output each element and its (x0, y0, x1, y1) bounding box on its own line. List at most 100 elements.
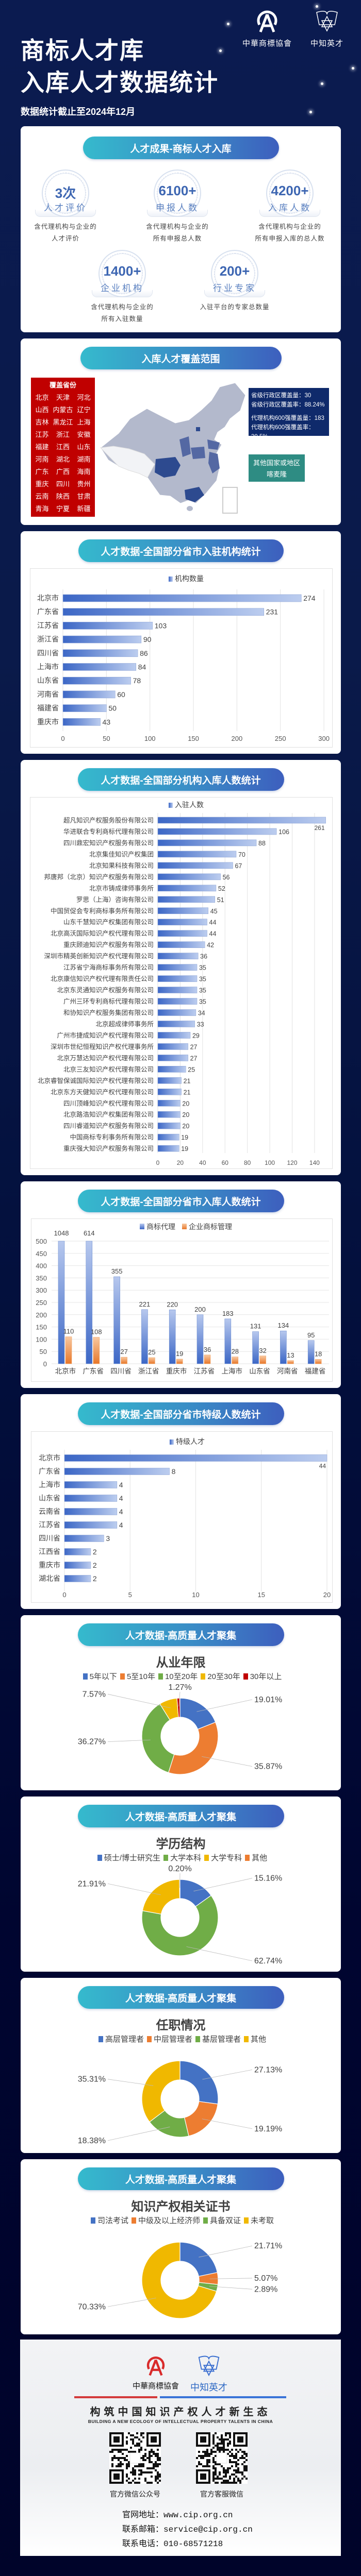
qr-module (225, 2434, 227, 2436)
bar (157, 987, 198, 993)
legend-label: 其他 (252, 1854, 268, 1862)
legend-swatch (98, 2036, 103, 2042)
qr-module (122, 2457, 124, 2459)
column-bar (280, 1330, 287, 1364)
email-link[interactable]: 联系邮箱：service@cip.org.cn (122, 2525, 253, 2534)
chart-legend: 高层管理者 中层管理者 基层管理者 其他 (21, 2033, 341, 2044)
province-item: 天津 (56, 394, 70, 401)
column-bar (65, 1336, 72, 1364)
percent-label: 7.57% (83, 1690, 106, 1699)
legend-swatch (131, 2217, 136, 2224)
qr-module (111, 2451, 113, 2453)
percent-label: 36.27% (78, 1738, 106, 1747)
legend-swatch (244, 2217, 249, 2224)
value-label: 44 (319, 1463, 326, 1470)
qr-module (217, 2482, 219, 2484)
percent-label: 0.20% (168, 1865, 191, 1873)
qr-module (229, 2434, 231, 2436)
qr-module (138, 2463, 140, 2465)
star-decoration (219, 49, 222, 52)
section-title: 人才数据-高质量人才聚集 (77, 1805, 284, 1827)
value-label: 220 (167, 1300, 178, 1308)
qr-module (128, 2482, 130, 2484)
stat-description: 含代理机构与企业的 人才评价 (22, 221, 109, 245)
qr-module (225, 2471, 227, 2473)
legend-swatch (163, 1855, 169, 1861)
qr-module (144, 2480, 146, 2482)
qr-module (208, 2459, 210, 2461)
qr-module (118, 2449, 120, 2451)
qr-module (126, 2463, 128, 2465)
legend-swatch (146, 2036, 152, 2042)
section-title: 人才数据-全国部分机构入库人数统计 (77, 768, 284, 791)
info-line: 代理机构600强覆盖量：183 (251, 415, 324, 421)
qr-module (198, 2461, 200, 2463)
bar (157, 998, 198, 1005)
qr-module (212, 2467, 215, 2469)
qr-module (235, 2449, 237, 2451)
category-label: 中国商标专利事务所有限公司 (70, 1133, 154, 1141)
qr-module (233, 2480, 235, 2482)
qr-module (206, 2461, 208, 2463)
book-star-icon (198, 2355, 220, 2377)
qr-module (196, 2465, 198, 2467)
qr-module (118, 2451, 120, 2453)
bar (157, 1077, 182, 1084)
qr-module (221, 2478, 223, 2480)
qr-module (215, 2473, 217, 2476)
qr-module (223, 2476, 225, 2478)
qr-module (223, 2482, 225, 2484)
china-outline (100, 382, 246, 504)
category-label: 四川鼎宏知识产权服务有限公司 (63, 839, 154, 846)
qr-module (124, 2449, 126, 2451)
column-bar (86, 1241, 93, 1364)
category-label: 山东省 (249, 1367, 270, 1375)
star-decoration (321, 82, 323, 85)
legend-label: 10至20年 (165, 1672, 198, 1681)
qr-module (219, 2478, 221, 2480)
qr-module (126, 2441, 128, 2443)
shandong-region (207, 439, 220, 450)
qr-module (126, 2476, 128, 2478)
qr-module (142, 2463, 144, 2465)
other-regions-box: 其他国家或地区 喀麦隆 (249, 454, 305, 482)
value-label: 43 (103, 718, 111, 726)
section-title: 人才数据-高质量人才聚集 (77, 1986, 284, 2009)
qr-module (212, 2476, 215, 2478)
value-label: 131 (250, 1323, 261, 1330)
qr-module (138, 2465, 140, 2467)
value-label: 103 (155, 621, 167, 630)
value-label: 78 (133, 676, 141, 685)
website-link[interactable]: 官网地址：www.cip.org.cn (122, 2511, 233, 2520)
qr-module (243, 2453, 245, 2455)
category-label: 重庆市 (166, 1367, 187, 1375)
qr-module (225, 2438, 227, 2441)
info-line: 代理机构600强覆盖率：30.5% (251, 425, 315, 440)
qr-module (151, 2461, 153, 2463)
leader-line (107, 2079, 154, 2086)
qr-module (142, 2457, 144, 2459)
qr-module (111, 2449, 113, 2451)
qr-module (245, 2455, 248, 2457)
province-item: 贵州 (77, 480, 91, 488)
cta-logo: 中華商標協會 (242, 9, 292, 48)
qr-module (120, 2457, 122, 2459)
percent-label: 70.33% (78, 2302, 106, 2311)
value-label: 614 (84, 1229, 95, 1237)
province-item: 辽宁 (77, 406, 91, 414)
qr-module (140, 2471, 142, 2473)
qr-finder (146, 2432, 161, 2447)
section-title: 人才数据-全国部分省市入库人数统计 (77, 1190, 284, 1212)
legend-swatch (195, 2036, 200, 2042)
value-label: 13 (287, 1351, 294, 1359)
qr-module (215, 2469, 217, 2471)
qr-module (235, 2482, 237, 2484)
value-label: 21 (184, 1077, 191, 1084)
qr-module (130, 2447, 132, 2449)
category-label: 浙江省 (37, 635, 59, 643)
qr-module (231, 2455, 233, 2457)
qr-module (223, 2438, 225, 2441)
qr-module (231, 2473, 233, 2476)
leader-line (107, 2126, 170, 2141)
qr-module (111, 2459, 113, 2461)
